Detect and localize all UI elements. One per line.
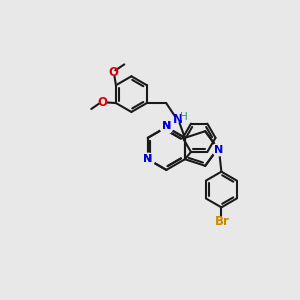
Text: N: N bbox=[162, 121, 171, 130]
Text: N: N bbox=[214, 145, 224, 155]
Text: N: N bbox=[162, 121, 171, 130]
Text: N: N bbox=[142, 154, 152, 164]
Text: Br: Br bbox=[214, 215, 230, 228]
Text: N: N bbox=[142, 154, 152, 164]
Text: O: O bbox=[108, 66, 118, 79]
Text: H: H bbox=[180, 112, 188, 122]
Text: N: N bbox=[172, 113, 182, 126]
Text: O: O bbox=[98, 96, 108, 109]
